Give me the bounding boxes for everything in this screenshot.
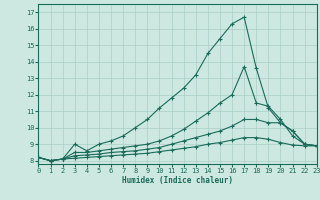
- X-axis label: Humidex (Indice chaleur): Humidex (Indice chaleur): [122, 176, 233, 185]
